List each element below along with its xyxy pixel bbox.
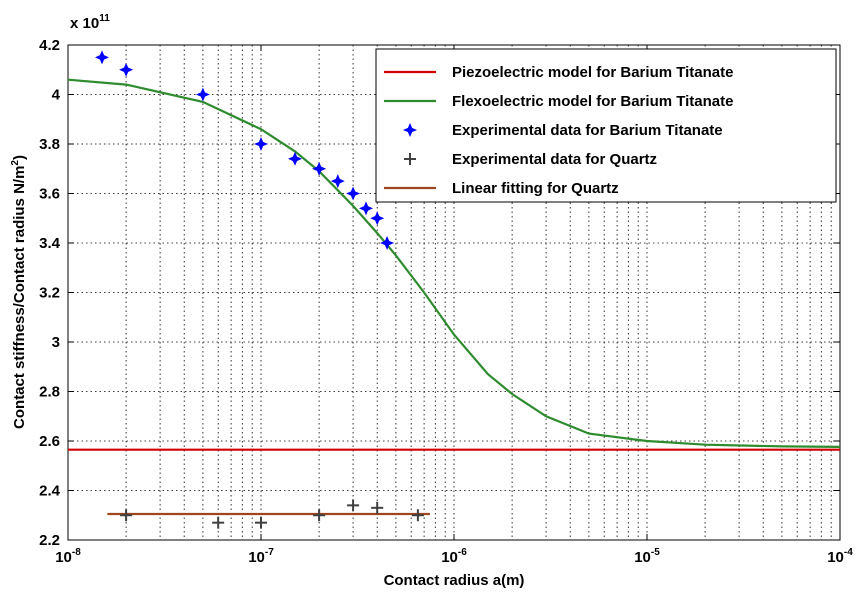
y-tick-label: 2.8 — [39, 384, 60, 401]
x-tick-label: 10-6 — [441, 547, 467, 566]
y-tick-label: 4 — [52, 87, 61, 104]
data-point-star — [119, 62, 134, 77]
data-point-plus — [120, 509, 133, 522]
legend-marker-plus — [404, 153, 416, 165]
data-point-plus — [371, 501, 384, 514]
x-axis-label: Contact radius a(m) — [384, 572, 525, 589]
y-tick-label: 3.2 — [39, 285, 60, 302]
data-point-star — [370, 211, 385, 226]
y-axis-label: Contact stiffness/Contact radius N/m2) — [10, 155, 28, 429]
y-tick-label: 3 — [52, 334, 60, 351]
data-point-star — [253, 136, 269, 152]
data-point-plus — [347, 499, 360, 512]
data-point-star — [195, 87, 210, 102]
legend-label: Experimental data for Quartz — [452, 151, 657, 168]
series-group — [67, 50, 841, 529]
y-tick-label: 3.8 — [39, 136, 60, 153]
data-point-plus — [255, 516, 267, 529]
data-point-star — [95, 50, 109, 65]
x-tick-label: 10-7 — [248, 547, 274, 566]
y-tick-label: 2.6 — [39, 433, 60, 450]
legend-label: Piezoelectric model for Barium Titanate — [452, 64, 733, 81]
axes: 2.2 2.4 2.6 2.8 3 3.2 3.4 3.6 3.8 4 4.2 10-8 10-7 10-… — [39, 37, 853, 566]
x-tick-label: 10-8 — [55, 547, 81, 566]
data-point-star — [346, 186, 361, 201]
legend-marker-star — [402, 122, 418, 138]
x-tick-label: 10-4 — [827, 547, 853, 566]
data-point-plus — [313, 509, 326, 522]
series-line — [67, 78, 841, 448]
legend-label: Linear fitting for Quartz — [452, 180, 619, 197]
y-tick-label: 2.2 — [39, 532, 60, 549]
legend-label: Experimental data for Barium Titanate — [452, 122, 723, 139]
y-tick-label: 2.4 — [39, 483, 61, 500]
data-point-star — [330, 174, 345, 189]
y-tick-label: 3.6 — [39, 186, 60, 203]
y-multiplier: x 1011 — [70, 13, 110, 32]
y-tick-label: 4.2 — [39, 37, 60, 54]
data-point-plus — [212, 516, 225, 529]
data-point-plus — [411, 509, 424, 522]
x-tick-label: 10-5 — [634, 547, 660, 566]
data-point-star — [380, 236, 395, 250]
data-point-star — [288, 151, 302, 166]
legend-label: Flexoelectric model for Barium Titanate — [452, 93, 733, 110]
data-point-star — [312, 161, 327, 176]
legend-box — [375, 48, 837, 203]
data-point-star — [359, 201, 373, 216]
y-tick-label: 3.4 — [39, 235, 61, 252]
legend: Piezoelectric model for Barium Titanate F… — [375, 48, 837, 203]
